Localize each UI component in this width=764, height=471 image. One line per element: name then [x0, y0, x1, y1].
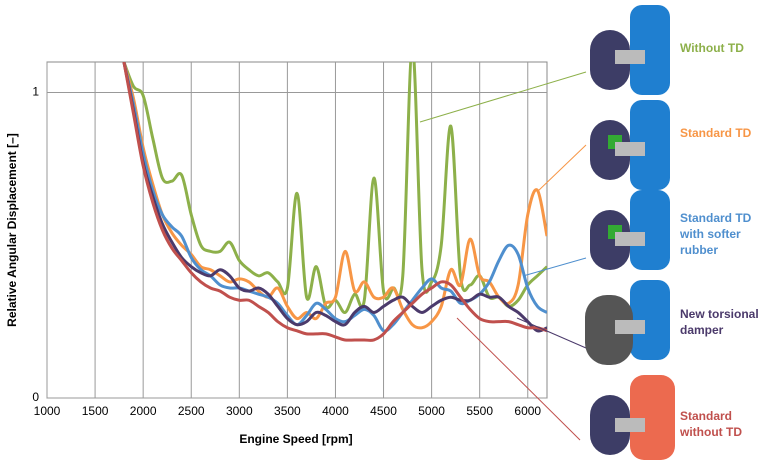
x-tick-label: 5500	[466, 404, 493, 418]
x-tick-label: 1000	[34, 404, 61, 418]
callout	[457, 318, 580, 440]
y-axis-label: Relative Angular Displacement [–]	[5, 133, 19, 327]
damper-image	[590, 375, 675, 460]
x-tick-label: 2000	[130, 404, 157, 418]
callout	[420, 72, 586, 122]
x-tick-label: 4000	[322, 404, 349, 418]
y-tick-label: 1	[32, 85, 39, 99]
damper-image	[590, 100, 670, 190]
x-tick-label: 3500	[274, 404, 301, 418]
legend-label: Standard TD with softer rubber	[680, 210, 760, 258]
callouts	[420, 72, 586, 440]
legend-label: Standard TD	[680, 125, 764, 141]
y-tick-label: 0	[32, 390, 39, 404]
x-tick-label: 2500	[178, 404, 205, 418]
x-tick-label: 1500	[82, 404, 109, 418]
damper-image	[585, 280, 670, 365]
x-tick-label: 4500	[370, 404, 397, 418]
x-tick-label: 5000	[418, 404, 445, 418]
callout	[523, 258, 586, 276]
damper-image	[590, 190, 670, 270]
damper-image	[590, 5, 670, 95]
legend-label: Without TD	[680, 40, 764, 56]
damper-images	[585, 5, 675, 460]
x-tick-label: 3000	[226, 404, 253, 418]
legend-label: New torsional damper	[680, 306, 764, 338]
chart: 1000 1500 2000 2500 3000 3500 4000 4500 5000 5500…	[0, 0, 764, 471]
x-tick-label: 6000	[514, 404, 541, 418]
plot-frame	[47, 62, 547, 398]
page: 1000 1500 2000 2500 3000 3500 4000 4500 5000 5500…	[0, 0, 764, 471]
x-axis-label: Engine Speed [rpm]	[239, 432, 352, 446]
legend-label: Standard without TD	[680, 408, 752, 440]
callout	[537, 145, 586, 192]
